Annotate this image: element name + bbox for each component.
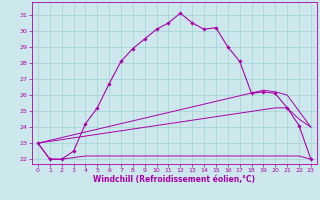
X-axis label: Windchill (Refroidissement éolien,°C): Windchill (Refroidissement éolien,°C)	[93, 175, 255, 184]
